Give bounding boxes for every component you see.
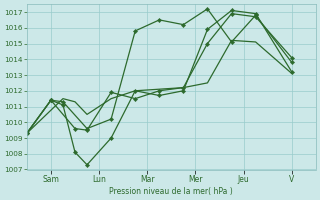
X-axis label: Pression niveau de la mer( hPa ): Pression niveau de la mer( hPa ) <box>109 187 233 196</box>
